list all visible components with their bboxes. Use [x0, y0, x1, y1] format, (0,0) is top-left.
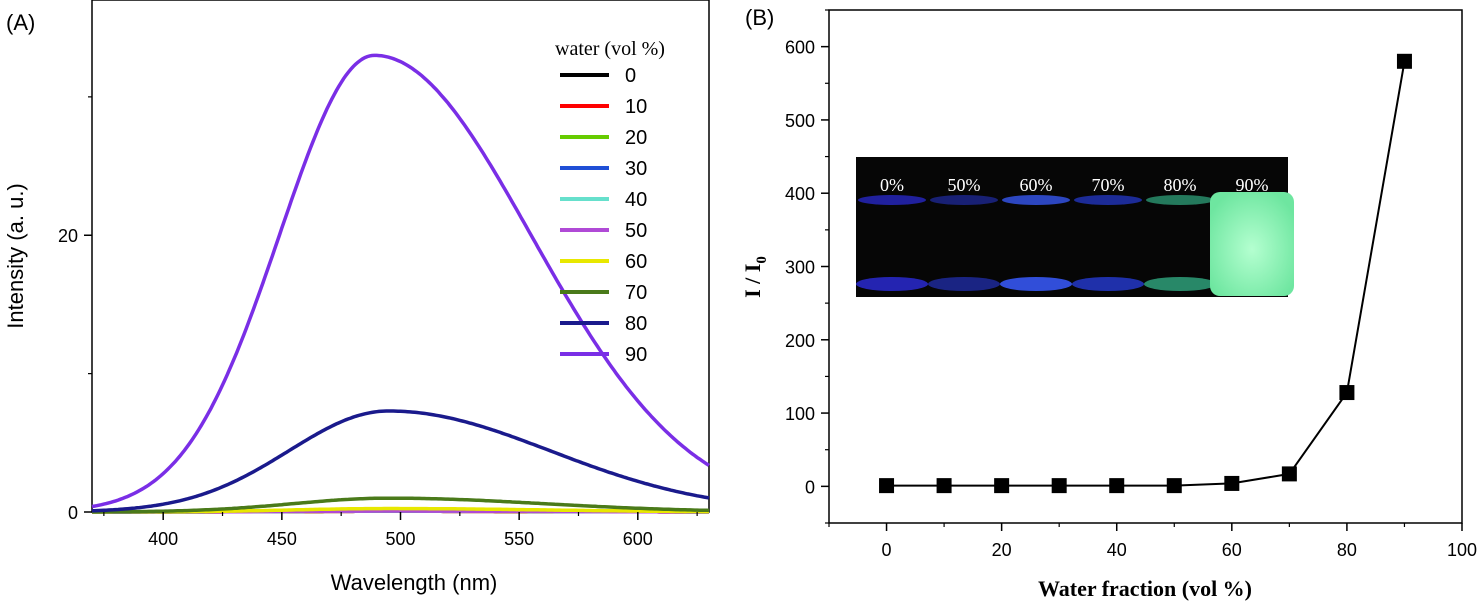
- vial-top-glow-1: [930, 195, 998, 205]
- panel-b-label: (B): [745, 5, 774, 30]
- legend-label-30: 30: [625, 158, 647, 180]
- spectrum-curve-90: [91, 53, 710, 509]
- vial-bottom-glow-4: [1144, 277, 1216, 291]
- panel-b-x-tick-label: 80: [1337, 540, 1357, 560]
- panel-b-y-axis-label-group: I / I0: [740, 256, 770, 298]
- panel-b-y-ticks: 0 100 200 300 400 500 600: [785, 9, 829, 524]
- panel-b-y-tick-label: 0: [805, 477, 815, 497]
- legend-label-90: 90: [625, 344, 647, 366]
- panel-b-x-tick-label: 0: [882, 540, 892, 560]
- panel-a-x-tick-label: 550: [504, 529, 534, 549]
- data-point-50: [1166, 478, 1182, 494]
- vial-top-glow-3: [1074, 195, 1142, 205]
- panel-a-y-ticks: 0 20: [58, 96, 92, 523]
- data-point-60: [1224, 475, 1240, 491]
- panel-b-y-tick-label: 200: [785, 331, 815, 351]
- panel-a-label: (A): [6, 10, 35, 35]
- vial-bottom-glow-1: [928, 277, 1000, 291]
- panel-b-y-tick-label: 100: [785, 404, 815, 424]
- data-point-40: [1109, 478, 1125, 494]
- panel-b-y-tick-label: 600: [785, 38, 815, 58]
- panel-b: (B) 0 20 40 60 80 100 0 100 200 300 400 500 600 0% 5…: [740, 5, 1477, 601]
- panel-a-x-ticks: 400 450 500 550 600: [103, 512, 698, 549]
- panel-a-plot-frame: [91, 0, 710, 513]
- legend-label-80: 80: [625, 313, 647, 335]
- vial-bottom-glow-2: [1000, 277, 1072, 291]
- vial-top-glow-0: [858, 195, 926, 205]
- panel-a-legend: water (vol %) 0 10 20 30 40 50 60 70 80 90: [555, 38, 665, 366]
- panel-a-y-tick-label: 0: [68, 503, 78, 523]
- panel-b-y-axis-label: I / I0: [740, 256, 770, 298]
- inset-label-4: 80%: [1164, 175, 1197, 195]
- panel-b-y-tick-label: 300: [785, 258, 815, 278]
- panel-a-y-tick-label: 20: [58, 226, 78, 246]
- data-point-20: [994, 478, 1010, 494]
- legend-label-60: 60: [625, 251, 647, 273]
- panel-a-x-tick-label: 450: [267, 529, 297, 549]
- inset-vials: 0% 50% 60% 70% 80% 90%: [856, 175, 1294, 296]
- legend-label-10: 10: [625, 96, 647, 118]
- data-point-10: [936, 478, 952, 494]
- vial-5: [1210, 192, 1294, 296]
- vial-bottom-glow-0: [856, 277, 928, 291]
- panel-b-x-tick-label: 20: [992, 540, 1012, 560]
- inset-photo: 0% 50% 60% 70% 80% 90%: [856, 157, 1294, 297]
- panel-b-series: [879, 53, 1412, 494]
- legend-label-50: 50: [625, 220, 647, 242]
- spectrum-curve-70: [92, 496, 710, 514]
- data-point-30: [1051, 478, 1067, 494]
- vial-top-glow-2: [1002, 195, 1070, 205]
- data-point-90: [1396, 53, 1412, 69]
- ratio-line: [886, 61, 1406, 487]
- panel-a: (A) 400 450 500 550 600 020 Wavelength (nm) …: [3, 0, 710, 595]
- panel-b-y-tick-label: 500: [785, 111, 815, 131]
- legend-label-70: 70: [625, 282, 647, 304]
- panel-b-x-axis-label: Water fraction (vol %): [1038, 576, 1252, 601]
- panel-b-x-tick-label: 60: [1222, 540, 1242, 560]
- legend-label-40: 40: [625, 189, 647, 211]
- inset-label-3: 70%: [1092, 175, 1125, 195]
- inset-label-0: 0%: [880, 175, 904, 195]
- inset-label-5: 90%: [1236, 175, 1269, 195]
- legend-label-20: 20: [625, 127, 647, 149]
- panel-b-x-ticks: 0 20 40 60 80 100: [828, 523, 1477, 560]
- inset-label-1: 50%: [948, 175, 981, 195]
- vial-bottom-glow-3: [1072, 277, 1144, 291]
- panel-a-x-tick-label: 600: [623, 529, 653, 549]
- inset-label-2: 60%: [1020, 175, 1053, 195]
- data-point-0: [879, 478, 895, 494]
- data-point-70: [1281, 466, 1297, 482]
- panel-a-x-tick-label: 400: [148, 529, 178, 549]
- spectrum-curve-80: [91, 409, 710, 513]
- panel-b-x-tick-label: 100: [1447, 540, 1477, 560]
- panel-a-y-axis-label: Intensity (a. u.): [3, 183, 28, 329]
- panel-b-y-tick-label: 400: [785, 184, 815, 204]
- data-point-80: [1339, 385, 1355, 401]
- panel-b-y-axis-label-subscript: 0: [754, 256, 770, 264]
- panel-b-y-axis-label-main: I / I: [740, 264, 765, 298]
- vial-top-glow-4: [1146, 195, 1214, 205]
- panel-b-x-tick-label: 40: [1107, 540, 1127, 560]
- panel-a-x-axis-label: Wavelength (nm): [331, 570, 498, 595]
- legend-title: water (vol %): [555, 38, 665, 60]
- legend-label-0: 0: [625, 65, 636, 87]
- panel-a-x-tick-label: 500: [385, 529, 415, 549]
- panel-a-curves: [91, 53, 710, 514]
